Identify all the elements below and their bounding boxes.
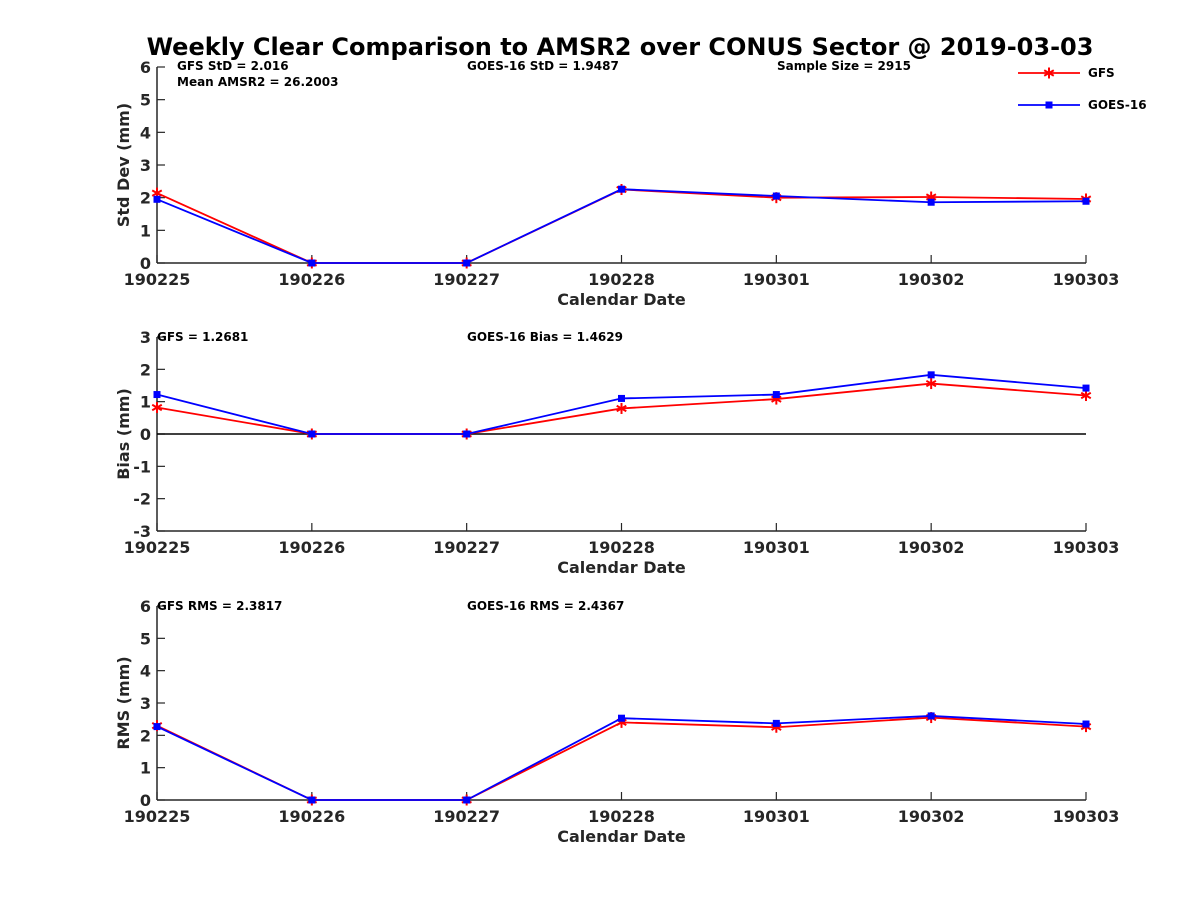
x-axis-label: Calendar Date <box>557 290 686 309</box>
panel-2: -3 -2 -1 0 1 2 3 190225 190226 190227 190228 190301… <box>114 328 1119 577</box>
x-tick-label: 190301 <box>743 807 810 826</box>
data-point-goes-16 <box>772 192 780 200</box>
data-point-goes-16 <box>153 391 161 399</box>
legend: GFS GOES-16 <box>1018 66 1147 112</box>
legend-label-gfs: GFS <box>1088 66 1115 80</box>
panels: 0 1 2 3 4 5 6 190225 190226 190227 190228 190301 190… <box>114 58 1119 846</box>
y-tick-label: 2 <box>140 726 151 745</box>
y-tick-label: -1 <box>133 457 151 476</box>
data-point-goes-16 <box>463 796 471 804</box>
data-point-goes-16 <box>308 430 316 438</box>
data-point-goes-16 <box>463 430 471 438</box>
x-tick-label: 190227 <box>433 538 500 557</box>
data-point-goes-16 <box>772 719 780 727</box>
panel-1: 0 1 2 3 4 5 6 190225 190226 190227 190228 190301 190… <box>114 58 1119 309</box>
y-tick-label: 0 <box>140 254 151 273</box>
data-point-goes-16 <box>618 394 625 402</box>
x-tick-label: 190227 <box>433 270 500 289</box>
series-line-gfs <box>156 716 1087 801</box>
legend-marker-goes-16 <box>1045 101 1053 109</box>
y-tick-label: 1 <box>140 759 151 778</box>
data-point-goes-16 <box>308 259 316 267</box>
y-tick-label: 6 <box>140 58 151 77</box>
data-point-goes-16 <box>1082 197 1090 205</box>
data-point-goes-16 <box>927 712 935 720</box>
y-tick-label: 3 <box>140 328 151 347</box>
y-tick-label: 2 <box>140 189 151 208</box>
x-tick-label: 190302 <box>898 807 965 826</box>
stat-annotation: GOES-16 StD = 1.9487 <box>467 59 619 73</box>
x-tick-label: 190226 <box>278 270 345 289</box>
legend-label-goes-16: GOES-16 <box>1088 98 1147 112</box>
data-point-goes-16 <box>618 185 625 193</box>
x-tick-label: 190301 <box>743 538 810 557</box>
data-point-goes-16 <box>463 259 471 267</box>
stat-annotation: GFS RMS = 2.3817 <box>157 599 282 613</box>
x-tick-label: 190225 <box>124 270 191 289</box>
stat-annotation: GFS = 1.2681 <box>157 330 248 344</box>
data-point-goes-16 <box>1082 720 1090 728</box>
stat-annotation: GOES-16 RMS = 2.4367 <box>467 599 624 613</box>
x-tick-label: 190302 <box>898 270 965 289</box>
x-tick-label: 190225 <box>124 807 191 826</box>
x-tick-label: 190303 <box>1053 538 1120 557</box>
series-line-gfs <box>156 188 1087 264</box>
data-point-goes-16 <box>1082 384 1090 392</box>
data-point-gfs <box>1080 390 1092 402</box>
panel-3: 0 1 2 3 4 5 6 190225 190226 190227 190228 190301 190… <box>114 597 1119 846</box>
data-point-goes-16 <box>308 796 316 804</box>
data-point-gfs <box>616 402 627 414</box>
data-point-goes-16 <box>153 723 161 731</box>
y-tick-label: 0 <box>140 791 151 810</box>
x-tick-label: 190225 <box>124 538 191 557</box>
x-axis-label: Calendar Date <box>557 558 686 577</box>
y-tick-label: 1 <box>140 221 151 240</box>
x-tick-label: 190228 <box>588 538 655 557</box>
y-axis-label: Bias (mm) <box>114 388 133 480</box>
stat-annotation: GFS StD = 2.016 <box>177 59 289 73</box>
x-tick-label: 190228 <box>588 807 655 826</box>
x-tick-label: 190226 <box>278 807 345 826</box>
x-tick-label: 190303 <box>1053 807 1120 826</box>
data-point-goes-16 <box>153 195 161 203</box>
stat-annotation: GOES-16 Bias = 1.4629 <box>467 330 623 344</box>
x-tick-label: 190301 <box>743 270 810 289</box>
data-point-gfs <box>925 378 937 390</box>
data-point-gfs <box>151 401 163 413</box>
x-tick-label: 190228 <box>588 270 655 289</box>
legend-marker-gfs <box>1043 67 1055 79</box>
data-point-goes-16 <box>927 371 935 379</box>
chart-title: Weekly Clear Comparison to AMSR2 over CO… <box>147 33 1094 61</box>
y-tick-label: 3 <box>140 156 151 175</box>
stat-annotation: Mean AMSR2 = 26.2003 <box>177 75 338 89</box>
y-tick-label: 5 <box>140 629 151 648</box>
series-line-goes-16 <box>156 715 1087 801</box>
y-tick-label: 4 <box>140 123 151 142</box>
x-tick-label: 190227 <box>433 807 500 826</box>
y-tick-label: -2 <box>133 490 151 509</box>
y-tick-label: 0 <box>140 425 151 444</box>
x-tick-label: 190226 <box>278 538 345 557</box>
x-tick-label: 190303 <box>1053 270 1120 289</box>
y-tick-label: 3 <box>140 694 151 713</box>
y-tick-label: 6 <box>140 597 151 616</box>
y-tick-label: 4 <box>140 662 151 681</box>
y-axis-label: RMS (mm) <box>114 656 133 749</box>
stat-annotation: Sample Size = 2915 <box>777 59 911 73</box>
data-point-goes-16 <box>618 714 625 722</box>
series-line-goes-16 <box>156 188 1087 264</box>
x-tick-label: 190302 <box>898 538 965 557</box>
y-tick-label: -3 <box>133 522 151 541</box>
data-point-goes-16 <box>772 391 780 399</box>
y-tick-label: 1 <box>140 393 151 412</box>
y-tick-label: 5 <box>140 91 151 110</box>
y-tick-label: 2 <box>140 360 151 379</box>
x-axis-label: Calendar Date <box>557 827 686 846</box>
y-axis-label: Std Dev (mm) <box>114 103 133 227</box>
data-point-goes-16 <box>927 198 935 206</box>
